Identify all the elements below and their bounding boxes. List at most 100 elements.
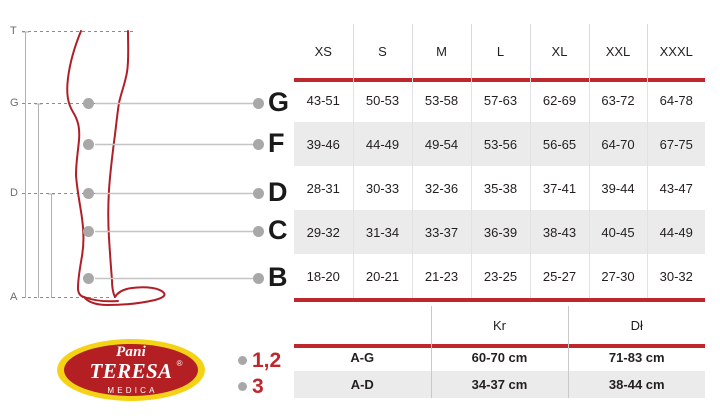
column-header-xs: XS bbox=[294, 24, 354, 78]
cell-f-xl: 56-65 bbox=[530, 122, 590, 166]
cell-c-xxl: 40-45 bbox=[589, 210, 648, 254]
cell-b-xxxl: 30-32 bbox=[659, 268, 693, 284]
class-marker-dot-1-2 bbox=[238, 356, 247, 365]
cell-c-m: 33-37 bbox=[412, 210, 472, 254]
leg-point-dot-b bbox=[83, 273, 94, 284]
row-letter-f: F bbox=[268, 128, 285, 158]
table-row: 29-32 31-34 33-37 36-39 38-43 40-45 44-4… bbox=[294, 210, 705, 254]
class-marker-1-2: 1,2 bbox=[238, 350, 281, 371]
column-header-dl: Dł bbox=[630, 317, 643, 333]
column-header-l: L bbox=[471, 24, 531, 78]
cell-b-s: 20-21 bbox=[353, 254, 413, 298]
level-guides bbox=[22, 31, 136, 298]
registered-mark-icon: ® bbox=[176, 359, 183, 368]
class-marker-3: 3 bbox=[238, 376, 264, 397]
cell-f-s: 44-49 bbox=[353, 122, 413, 166]
row-letter-g: G bbox=[268, 87, 290, 117]
cell-d-xl: 37-41 bbox=[530, 166, 590, 210]
cell-c-xxxl: 44-49 bbox=[647, 210, 705, 254]
table-row: 43-51 50-53 53-58 57-63 62-69 63-72 64-7… bbox=[294, 78, 705, 122]
leg-outline-icon bbox=[66, 30, 166, 306]
size-table-header-row: XS S M L XL XXL XXXL bbox=[294, 24, 705, 78]
cell-g-xxl: 63-72 bbox=[589, 78, 648, 122]
cell-ag-dl: 71-83 cm bbox=[608, 350, 665, 365]
cell-ad-kr: 34-37 cm bbox=[431, 371, 569, 398]
cell-c-xs: 29-32 bbox=[294, 210, 354, 254]
leg-diagram-panel: T G D A G F D C B Pani TERESA ® bbox=[0, 0, 294, 419]
compression-class-markers: 1,2 3 bbox=[238, 350, 294, 405]
length-table-header-row: Kr Dł bbox=[294, 306, 705, 344]
class-marker-label-3: 3 bbox=[252, 375, 264, 398]
cell-f-xxl: 64-70 bbox=[589, 122, 648, 166]
column-header-xxxl: XXXL bbox=[659, 43, 693, 59]
row-letter-d: D bbox=[268, 177, 288, 207]
cell-d-s: 30-33 bbox=[353, 166, 413, 210]
divider-red-mid bbox=[294, 298, 705, 302]
table-row: A-D 34-37 cm 38-44 cm bbox=[294, 371, 705, 398]
label-dot-f bbox=[253, 139, 264, 150]
length-table: Kr Dł A-G 60-70 cm 71-83 cm A-D 34-37 cm… bbox=[294, 306, 705, 398]
class-marker-dot-3 bbox=[238, 382, 247, 391]
class-marker-label-1-2: 1,2 bbox=[252, 349, 282, 372]
cell-g-m: 53-58 bbox=[412, 78, 472, 122]
cell-b-xl: 25-27 bbox=[530, 254, 590, 298]
cell-d-xxxl: 43-47 bbox=[659, 180, 693, 196]
cell-d-xxl: 39-44 bbox=[589, 166, 648, 210]
leg-point-dot-d bbox=[83, 188, 94, 199]
axis-label-d: D bbox=[10, 187, 19, 199]
size-table: XS S M L XL XXL XXXL 43-51 50-53 53-58 5… bbox=[294, 24, 705, 298]
cell-b-xxl: 27-30 bbox=[589, 254, 648, 298]
label-dot-d bbox=[253, 188, 264, 199]
logo-line-medica: MEDICA bbox=[107, 386, 158, 395]
cell-f-xs: 39-46 bbox=[294, 122, 354, 166]
axis-label-a: A bbox=[10, 291, 18, 303]
cell-ag-kr: 60-70 cm bbox=[431, 344, 569, 371]
cell-f-l: 53-56 bbox=[471, 122, 531, 166]
column-header-m: M bbox=[412, 24, 472, 78]
logo-line-teresa: TERESA bbox=[89, 359, 173, 383]
cell-g-xs: 43-51 bbox=[294, 78, 354, 122]
tables-panel: XS S M L XL XXL XXXL 43-51 50-53 53-58 5… bbox=[294, 0, 720, 419]
cell-ad-dl: 38-44 cm bbox=[568, 371, 705, 398]
logo-text-group: Pani TERESA ® MEDICA bbox=[57, 339, 205, 401]
cell-f-xxxl: 67-75 bbox=[647, 122, 705, 166]
label-dot-b bbox=[253, 273, 264, 284]
leg-diagram-svg bbox=[22, 30, 258, 306]
table-row: A-G 60-70 cm 71-83 cm bbox=[294, 344, 705, 371]
cell-b-l: 23-25 bbox=[471, 254, 531, 298]
row-label-a-g: A-G bbox=[294, 344, 432, 371]
table-row: 28-31 30-33 32-36 35-38 37-41 39-44 43-4… bbox=[294, 166, 705, 210]
cell-b-xs: 18-20 bbox=[294, 254, 354, 298]
axis-label-g: G bbox=[10, 97, 19, 109]
logo-line-pani: Pani bbox=[116, 344, 146, 360]
column-header-s: S bbox=[353, 24, 413, 78]
cell-f-m: 49-54 bbox=[412, 122, 472, 166]
cell-g-l: 57-63 bbox=[471, 78, 531, 122]
cell-g-xxxl: 64-78 bbox=[659, 92, 693, 108]
cell-c-s: 31-34 bbox=[353, 210, 413, 254]
logo-oval-fill bbox=[64, 344, 198, 396]
cell-c-l: 36-39 bbox=[471, 210, 531, 254]
table-row: 18-20 20-21 21-23 23-25 25-27 27-30 30-3… bbox=[294, 254, 705, 298]
leg-point-dot-f bbox=[83, 139, 94, 150]
cell-g-s: 50-53 bbox=[353, 78, 413, 122]
measure-axes bbox=[22, 31, 55, 298]
row-label-a-d: A-D bbox=[294, 371, 432, 398]
logo-line-teresa-wrap: TERESA ® bbox=[89, 359, 183, 383]
column-header-kr: Kr bbox=[431, 306, 569, 344]
column-header-xl: XL bbox=[530, 24, 590, 78]
table-row: 39-46 44-49 49-54 53-56 56-65 64-70 67-7… bbox=[294, 122, 705, 166]
cell-d-xs: 28-31 bbox=[294, 166, 354, 210]
point-connectors bbox=[95, 102, 258, 280]
leg-point-dot-c bbox=[83, 226, 94, 237]
cell-d-m: 32-36 bbox=[412, 166, 472, 210]
cell-b-m: 21-23 bbox=[412, 254, 472, 298]
column-header-xxl: XXL bbox=[589, 24, 648, 78]
cell-d-l: 35-38 bbox=[471, 166, 531, 210]
row-letter-b: B bbox=[268, 262, 288, 292]
column-header-length-blank bbox=[294, 306, 432, 344]
axis-label-t: T bbox=[10, 25, 18, 37]
brand-logo: Pani TERESA ® MEDICA bbox=[57, 339, 205, 401]
cell-g-xl: 62-69 bbox=[530, 78, 590, 122]
